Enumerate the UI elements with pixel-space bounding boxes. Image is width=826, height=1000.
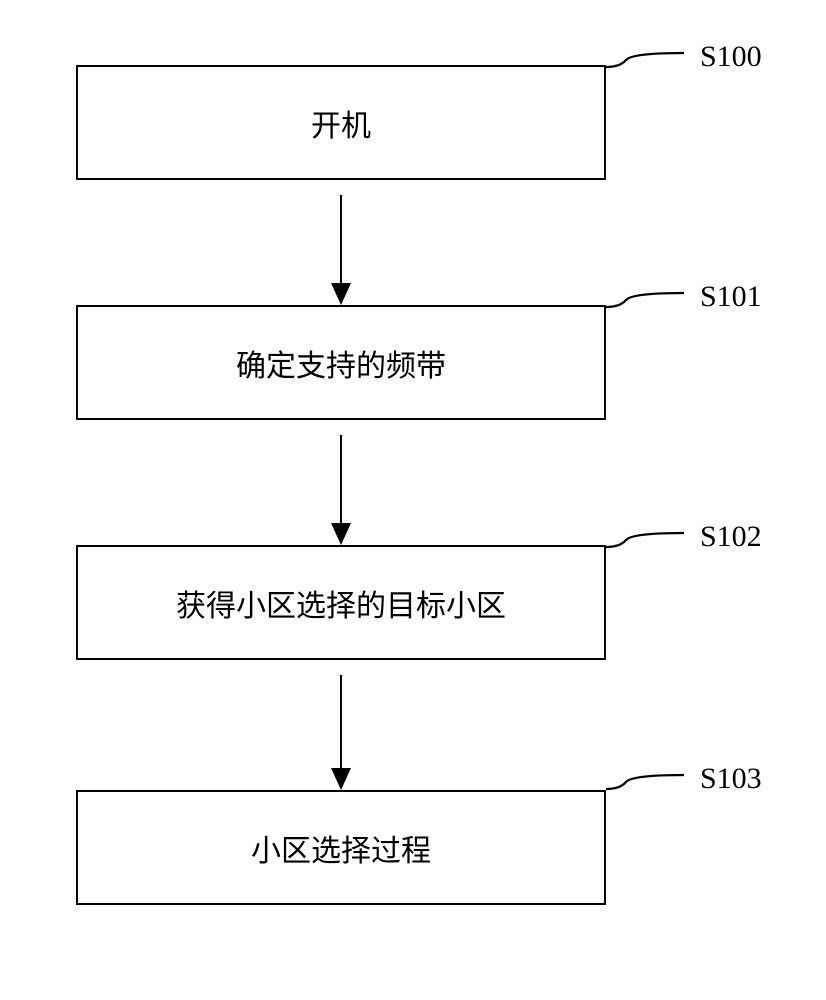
flow-arrow — [340, 675, 342, 768]
flow-arrow — [340, 435, 342, 523]
flow-node-s100: 开机 — [76, 65, 606, 180]
callout-connector — [606, 293, 696, 333]
step-label-s101: S101 — [700, 280, 762, 314]
callout-connector — [606, 53, 696, 93]
flow-arrow-head — [331, 283, 351, 305]
callout-connector — [606, 775, 696, 815]
callout-connector — [606, 533, 696, 573]
flow-node-text: 确定支持的频带 — [236, 341, 446, 385]
flow-node-text: 获得小区选择的目标小区 — [176, 581, 506, 625]
flow-node-s102: 获得小区选择的目标小区 — [76, 545, 606, 660]
flow-arrow — [340, 195, 342, 283]
flow-node-text: 开机 — [311, 101, 371, 145]
flowchart-canvas: 开机 S100 确定支持的频带 S101 获得小区选择的目标小区 S102 小区… — [0, 0, 826, 1000]
flow-node-text: 小区选择过程 — [251, 826, 431, 870]
flow-arrow-head — [331, 523, 351, 545]
step-label-s102: S102 — [700, 520, 762, 554]
flow-node-s101: 确定支持的频带 — [76, 305, 606, 420]
step-label-s100: S100 — [700, 40, 762, 74]
flow-node-s103: 小区选择过程 — [76, 790, 606, 905]
flow-arrow-head — [331, 768, 351, 790]
step-label-s103: S103 — [700, 762, 762, 796]
